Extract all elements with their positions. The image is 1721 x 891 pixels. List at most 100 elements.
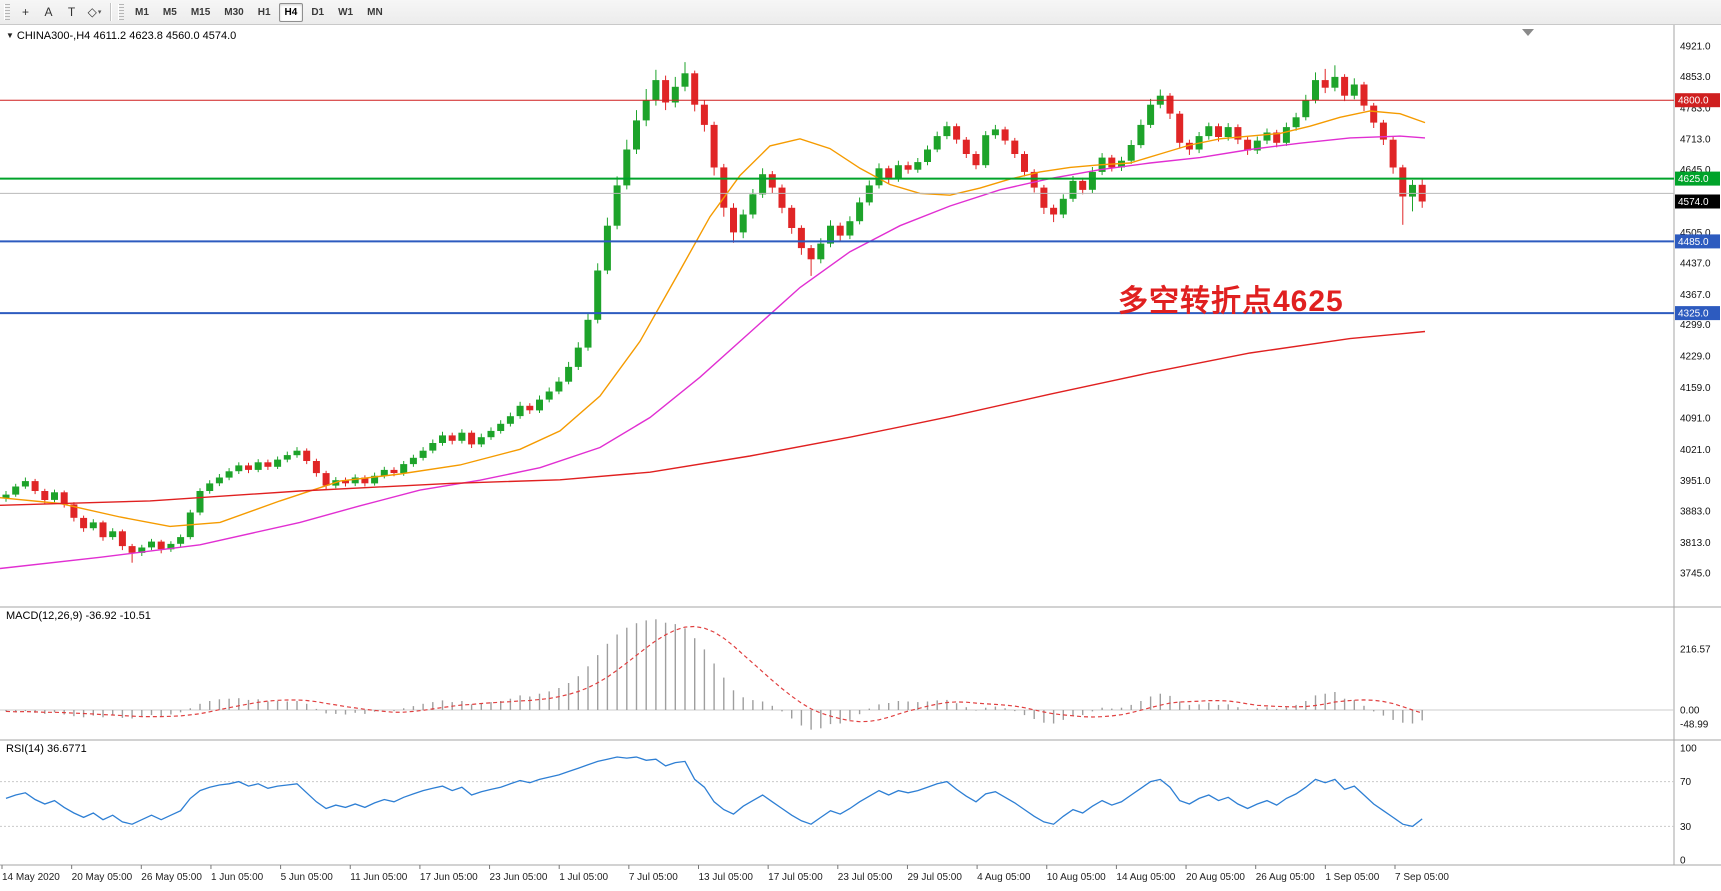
candle-body (157, 541, 165, 550)
candle-body (283, 455, 291, 460)
candle-body (933, 136, 941, 150)
collapse-triangle-icon[interactable]: ▼ (6, 31, 14, 40)
timeframe-h4-button[interactable]: H4 (278, 2, 304, 22)
chart-title: ▼ CHINA300-,H4 4611.2 4623.8 4560.0 4574.… (6, 30, 236, 42)
candle-body (1253, 140, 1261, 151)
candle-body (1108, 157, 1116, 168)
candle-body (1030, 171, 1038, 188)
ma-mid-magenta-line (0, 135, 1426, 570)
candle-body (1302, 100, 1310, 118)
candle-body (1137, 124, 1145, 146)
shapes-dropdown-button[interactable]: ◇ ▾ (84, 3, 105, 22)
candle-body (545, 391, 553, 400)
candle-body (536, 399, 543, 411)
axis-label: 4299.0 (1680, 320, 1711, 331)
timeframe-toolbar-grip[interactable] (118, 4, 124, 20)
candle-body (196, 491, 204, 513)
text-tool-button[interactable]: A (38, 3, 59, 22)
axis-label: 0.00 (1680, 706, 1700, 717)
candle-body (1399, 167, 1407, 197)
candle-body (225, 471, 233, 478)
axis-label: 3745.0 (1680, 569, 1711, 580)
time-axis[interactable]: 14 May 2020 20 May 05:00 26 May 05:00 1 Jun… (1, 865, 1449, 883)
candle-body (1282, 127, 1290, 143)
price-axis-labels: 4921.04853.04783.04713.04645.04575.04505… (1680, 42, 1711, 580)
candle-body (1147, 104, 1155, 125)
candle-body (613, 185, 621, 226)
crosshair-button[interactable]: + (15, 3, 36, 22)
timeframe-m1-button[interactable]: M1 (129, 3, 155, 22)
price-tag-box (1675, 234, 1720, 249)
candle-body (1185, 142, 1193, 150)
timeframe-m5-button[interactable]: M5 (157, 3, 183, 22)
axis-label: 1 Sep 05:00 (1325, 872, 1379, 883)
axis-label: 7 Sep 05:00 (1395, 872, 1449, 883)
ma-fast-orange-line (0, 110, 1426, 528)
axis-label: 4485.0 (1678, 237, 1709, 248)
candle-body (458, 432, 466, 441)
candle-body (584, 319, 592, 348)
axis-label: 17 Jul 05:00 (768, 872, 823, 883)
toolbar-grip[interactable] (4, 4, 10, 20)
axis-label: 4625.0 (1678, 174, 1709, 185)
axis-label: 13 Jul 05:00 (699, 872, 754, 883)
candle-body (1321, 80, 1329, 88)
timeframe-mn-button[interactable]: MN (361, 3, 389, 22)
axis-label: 4645.0 (1680, 165, 1711, 176)
candle-body (1059, 198, 1067, 215)
label-tool-button[interactable]: T (61, 3, 82, 22)
candle-body (167, 543, 175, 550)
candle-body (720, 167, 728, 208)
candle-body (797, 227, 805, 249)
timeframe-d1-button[interactable]: D1 (305, 3, 330, 22)
candle-body (633, 120, 640, 150)
candle-body (497, 423, 505, 431)
macd-indicator-label: MACD(12,26,9) -36.92 -10.51 (6, 610, 151, 622)
candle-body (1127, 145, 1135, 161)
candle-body (1331, 76, 1339, 88)
panel-separators (0, 25, 1721, 866)
price-tag-box (1675, 306, 1720, 321)
timeframe-m30-button[interactable]: M30 (218, 3, 249, 22)
rsi-line (5, 756, 1423, 828)
chart-shift-marker[interactable] (1522, 29, 1534, 36)
candle-body (730, 207, 737, 233)
candle-body (991, 129, 999, 136)
timeframe-h1-button[interactable]: H1 (252, 3, 277, 22)
candle-body (924, 149, 931, 162)
candle-body (768, 174, 776, 188)
axis-label: 23 Jul 05:00 (838, 872, 893, 883)
ma-slow-red-line (0, 330, 1426, 506)
timeframe-m15-button[interactable]: M15 (185, 3, 216, 22)
axis-label: 4505.0 (1680, 228, 1711, 239)
axis-label: 4921.0 (1680, 42, 1711, 53)
candle-body (1176, 113, 1184, 143)
candle-body (1215, 126, 1222, 137)
axis-label: 14 Aug 05:00 (1116, 872, 1175, 883)
candle-body (138, 547, 146, 553)
axis-label: 14 May 2020 (2, 872, 60, 883)
candle-body (118, 531, 126, 547)
axis-label: 29 Jul 05:00 (907, 872, 962, 883)
axis-label: 30 (1680, 822, 1692, 833)
annotation-text[interactable]: 多空转折点4625 (1118, 285, 1344, 318)
axis-label: 4325.0 (1678, 309, 1709, 320)
price-tag-box (1675, 93, 1720, 108)
timeframe-w1-button[interactable]: W1 (332, 3, 359, 22)
candle-body (128, 546, 136, 553)
axis-label: 23 Jun 05:00 (490, 872, 548, 883)
chevron-down-icon: ▾ (97, 9, 102, 16)
candles-group[interactable] (2, 62, 1426, 563)
candle-body (468, 432, 476, 445)
candle-body (254, 462, 262, 470)
candle-body (1224, 127, 1232, 137)
axis-label: 5 Jun 05:00 (281, 872, 334, 883)
symbol-ohlc-text: CHINA300-,H4 4611.2 4623.8 4560.0 4574.0 (16, 30, 237, 42)
candle-body (51, 492, 58, 500)
price-tag: 4325.0 (1675, 306, 1720, 321)
axis-label: 4367.0 (1680, 290, 1711, 301)
candle-body (371, 475, 379, 484)
candle-body (875, 168, 883, 186)
